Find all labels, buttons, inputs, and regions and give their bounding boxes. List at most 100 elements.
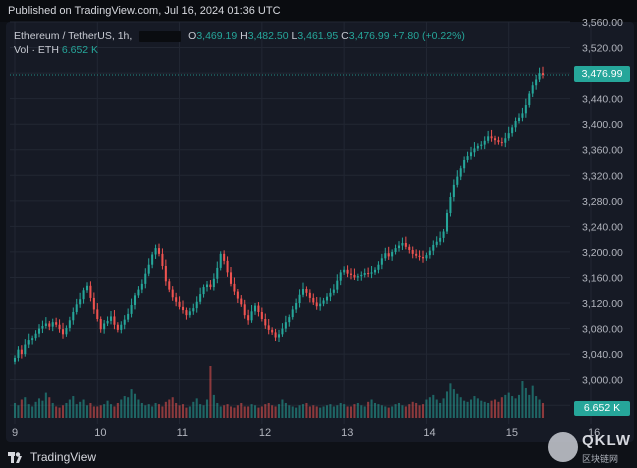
volume-bar [397,402,401,418]
volume-bar [404,406,407,418]
candle-body [267,325,270,330]
volume-bar [75,404,78,418]
volume-bar [34,401,37,418]
candle-body [288,317,291,323]
volume-bar [500,397,503,418]
watermark-logo-icon [548,432,578,462]
candle-body [51,322,54,327]
volume-bar [480,400,483,418]
candle-body [72,311,75,321]
volume-bar [284,402,287,418]
candle-body [79,299,82,305]
watermark-subtext: 区块链网 [582,454,619,464]
candle-body [432,244,435,251]
y-tick-label: 3,280.00 [582,196,623,208]
volume-bar [257,407,260,418]
volume-bar [524,387,527,418]
volume-bar [497,401,500,418]
candle-body [264,319,267,326]
y-tick-label: 3,520.00 [582,43,623,55]
legend-open-value: 3,469.19 [196,30,238,42]
volume-bar [277,404,281,418]
volume-bar [504,394,507,418]
volume-bar [346,406,349,418]
volume-bar [185,407,188,418]
volume-bar [373,402,377,418]
candle-body [41,326,44,329]
volume-bar [267,402,270,418]
volume-bar [223,405,226,418]
volume-bar [61,405,65,418]
x-tick-label: 9 [12,427,18,439]
candle-body [325,296,329,301]
candle-body [216,267,219,279]
volume-bar [408,404,411,418]
candle-body [154,248,157,255]
volume-bar [301,404,305,418]
candle-body [223,253,226,261]
y-tick-label: 3,120.00 [582,298,623,310]
candle-body [233,283,236,292]
candle-body [356,276,359,278]
volume-bar [103,404,106,418]
tradingview-brand[interactable]: TradingView [8,447,96,467]
volume-bar [116,402,119,418]
candle-body [82,290,85,300]
y-tick-label: 3,440.00 [582,94,623,106]
candle-body [202,287,205,295]
volume-bar [377,404,380,418]
y-tick-label: 3,040.00 [582,349,623,361]
volume-bar [418,405,421,418]
volume-bar [106,400,109,418]
redacted-block [139,30,182,42]
volume-bar [363,406,366,418]
candle-body [360,274,363,277]
candle-body [319,303,322,307]
candle-body [370,272,373,274]
candle-body [103,323,106,330]
volume-bar [521,381,524,418]
volume-bar [394,404,397,418]
candle-body [164,265,167,282]
legend-ohlc-row: Ethereum / TetherUS, 1h, O3,469.19 H3,48… [14,29,465,43]
candle-body [109,316,113,321]
candle-body [322,300,325,304]
volume-bar [428,397,431,418]
candle-body [380,258,383,265]
volume-bar [298,405,301,418]
volume-bar [219,406,222,418]
volume-bar [48,397,51,418]
candle-body [89,285,92,298]
volume-bar [325,405,329,418]
volume-bar [37,398,41,418]
candle-body [250,311,253,321]
x-tick-label: 11 [177,427,188,439]
candle-body [301,288,305,295]
candle-body [415,253,418,256]
volume-bar [490,400,493,418]
y-tick-label: 3,400.00 [582,119,623,131]
volume-bar [250,404,253,418]
legend-symbol: Ethereum / TetherUS, 1h, [14,30,133,42]
candle-body [188,311,191,316]
volume-bar [24,397,27,418]
candle-body [411,250,414,254]
volume-bar [44,392,47,418]
volume-bar [469,399,473,418]
legend-change-value: +7.80 (+0.22%) [392,30,465,42]
volume-bar [202,405,205,418]
volume-bar [391,406,394,418]
volume-bar [175,402,178,418]
candle-body [236,291,239,299]
volume-bar [439,402,442,418]
candle-body [75,304,78,312]
volume-bar [401,405,404,418]
legend-low-value: 3,461.95 [297,30,339,42]
candle-body [171,289,174,298]
candle-body [514,121,517,128]
y-tick-label: 3,560.00 [582,17,623,29]
candle-body [497,140,500,143]
candle-body [329,292,332,297]
